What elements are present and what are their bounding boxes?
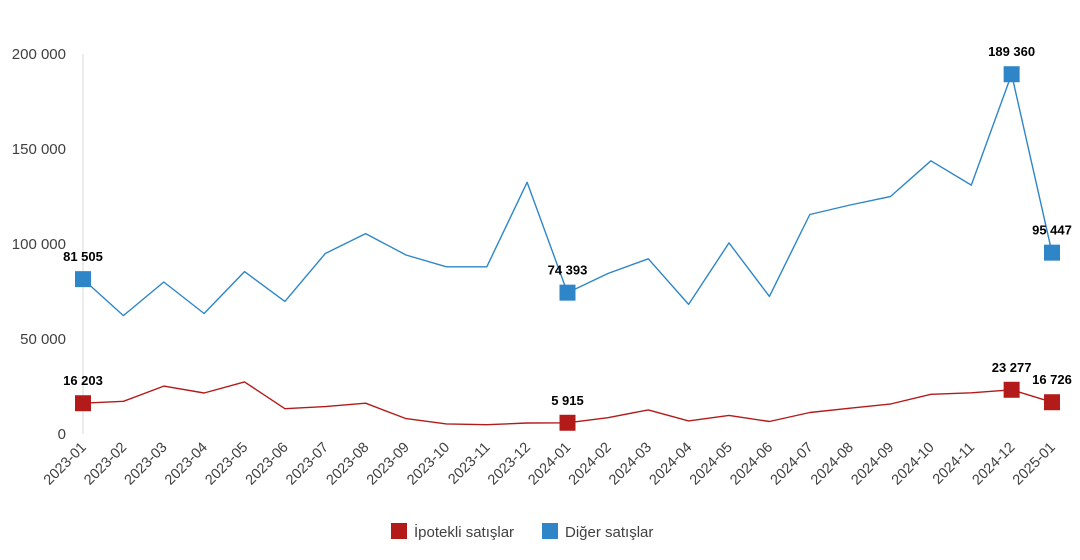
y-tick-label: 0 <box>58 426 66 443</box>
series-1-marker <box>559 284 576 301</box>
x-tick-label: 2023-02 <box>81 440 130 489</box>
x-tick-label: 2024-11 <box>930 440 978 488</box>
y-tick-label: 50 000 <box>20 331 66 348</box>
x-tick-label: 2024-01 <box>525 440 574 489</box>
x-tick-label: 2023-06 <box>243 440 292 489</box>
series-1-marker <box>1003 66 1020 83</box>
x-tick-label: 2023-07 <box>283 440 332 489</box>
legend: İpotekli satışlar Diğer satışlar <box>391 523 653 541</box>
x-tick-label: 2024-09 <box>848 440 897 489</box>
x-tick-label: 2023-05 <box>202 440 251 489</box>
x-tick-label: 2024-03 <box>606 440 655 489</box>
x-tick-label: 2023-09 <box>364 440 413 489</box>
x-tick-label: 2024-05 <box>687 440 736 489</box>
x-tick-label: 2024-02 <box>566 440 615 489</box>
x-tick-label: 2023-08 <box>324 440 373 489</box>
data-label: 189 360 <box>988 44 1035 59</box>
y-tick-label: 100 000 <box>12 236 66 253</box>
data-label: 16 203 <box>63 373 103 388</box>
x-tick-label: 2024-07 <box>768 440 817 489</box>
legend-label: Diğer satışlar <box>565 524 653 541</box>
data-label: 81 505 <box>63 249 103 264</box>
series-line-1 <box>82 73 1053 317</box>
x-tick-label: 2023-11 <box>445 440 493 488</box>
x-tick-label: 2024-04 <box>647 440 696 489</box>
data-label: 16 726 <box>1032 372 1072 387</box>
y-tick-label: 150 000 <box>12 141 66 158</box>
x-tick-label: 2023-01 <box>41 440 90 489</box>
data-label: 5 915 <box>551 393 584 408</box>
series-0-marker <box>1044 394 1060 411</box>
series-0-marker <box>1003 381 1020 398</box>
data-label: 74 393 <box>548 263 588 278</box>
data-label: 95 447 <box>1032 223 1072 238</box>
x-tick-label: 2023-03 <box>122 440 171 489</box>
x-tick-label: 2024-10 <box>889 440 938 489</box>
series-1-marker <box>1044 244 1060 261</box>
x-tick-label: 2023-04 <box>162 440 211 489</box>
series-0-marker <box>75 395 91 412</box>
legend-swatch <box>391 523 407 539</box>
x-tick-label: 2024-06 <box>727 440 776 489</box>
x-tick-label: 2024-12 <box>970 440 1019 489</box>
legend-swatch <box>542 523 558 539</box>
x-tick-label: 2023-12 <box>485 440 534 489</box>
y-axis-ticks: 0 50 000 100 000 150 000 200 000 <box>12 46 66 443</box>
series-layer <box>75 66 1060 431</box>
y-tick-label: 200 000 <box>12 46 66 63</box>
legend-label: İpotekli satışlar <box>414 523 514 541</box>
series-0-marker <box>559 414 576 431</box>
x-tick-label: 2025-01 <box>1010 440 1059 489</box>
x-tick-label: 2024-08 <box>808 440 857 489</box>
data-label: 23 277 <box>992 360 1032 375</box>
x-axis-ticks: 2023-012023-022023-032023-042023-052023-… <box>41 440 1059 489</box>
x-tick-label: 2023-10 <box>404 440 453 489</box>
series-1-marker <box>75 271 91 288</box>
